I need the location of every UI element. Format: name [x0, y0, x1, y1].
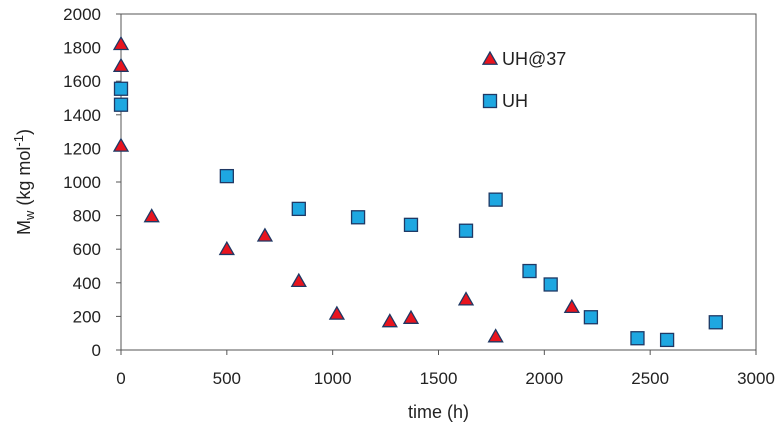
triangle-point — [402, 309, 420, 324]
plot-frame — [120, 13, 757, 351]
series-square — [113, 81, 723, 348]
triangle-point — [143, 208, 160, 223]
x-tick-label: 0 — [116, 369, 125, 388]
x-axis-title: time (h) — [408, 402, 469, 422]
y-axis-title-close: ) — [14, 129, 34, 135]
square-point — [458, 223, 474, 238]
triangle-point — [112, 57, 130, 72]
legend-triangle-marker — [481, 50, 499, 65]
square-point — [488, 192, 503, 207]
square-point — [219, 168, 234, 184]
triangle-point — [290, 272, 307, 288]
y-tick-label: 2000 — [63, 5, 101, 24]
x-tick-label: 3000 — [737, 369, 775, 388]
square-point — [113, 81, 129, 96]
legend-label: UH@37 — [502, 49, 566, 69]
triangle-point — [328, 305, 346, 320]
square-point — [630, 331, 645, 346]
triangle-point — [487, 328, 504, 343]
triangle-point — [563, 298, 580, 314]
x-tick-label: 1500 — [420, 369, 458, 388]
y-tick-label: 800 — [73, 207, 101, 226]
data-markers — [112, 35, 723, 348]
square-point — [113, 97, 129, 112]
y-tick-label: 1000 — [63, 173, 101, 192]
square-point — [659, 332, 675, 348]
y-tick-label: 1800 — [63, 39, 101, 58]
x-tick-label: 2000 — [525, 369, 563, 388]
y-tick-label: 200 — [73, 307, 101, 326]
legend-item: UH@37 — [481, 49, 566, 69]
triangle-point — [457, 291, 475, 306]
y-tick-label: 1400 — [63, 106, 101, 125]
y-axis-title-main: M — [14, 220, 34, 235]
y-tick-label: 400 — [73, 274, 101, 293]
square-point — [291, 201, 306, 217]
square-point — [708, 315, 723, 330]
y-tick-label: 0 — [92, 341, 101, 360]
triangle-point — [112, 137, 130, 152]
series-triangle — [112, 35, 580, 343]
square-point — [350, 210, 366, 225]
y-tick-label: 600 — [73, 240, 101, 259]
square-point — [583, 310, 599, 325]
x-tick-label: 500 — [213, 369, 241, 388]
triangle-point — [112, 35, 130, 51]
y-tick-label: 1600 — [63, 72, 101, 91]
triangle-point — [381, 313, 398, 328]
square-point — [403, 217, 419, 232]
x-tick-label: 1000 — [314, 369, 352, 388]
triangle-point — [218, 240, 235, 256]
legend-label: UH — [502, 91, 528, 111]
y-axis-title: Mw (kg mol-1) — [11, 129, 37, 235]
square-point — [522, 263, 537, 279]
legend-item: UH — [482, 91, 528, 111]
x-tick-label: 2500 — [631, 369, 669, 388]
plot-area — [120, 13, 757, 351]
legend-square-marker — [482, 93, 498, 109]
y-tick-label: 1200 — [63, 139, 101, 158]
y-axis-title-sub: w — [22, 210, 37, 221]
legend: UH@37 UH — [481, 49, 566, 111]
triangle-point — [256, 227, 274, 242]
y-axis-title-rest: (kg mol — [14, 147, 34, 211]
y-axis-title-sup: -1 — [11, 135, 26, 147]
square-point — [543, 277, 558, 292]
axis-ticks: 0 500 1000 1500 2000 2500 3000 0 200 400 600 800 100… — [63, 5, 775, 388]
